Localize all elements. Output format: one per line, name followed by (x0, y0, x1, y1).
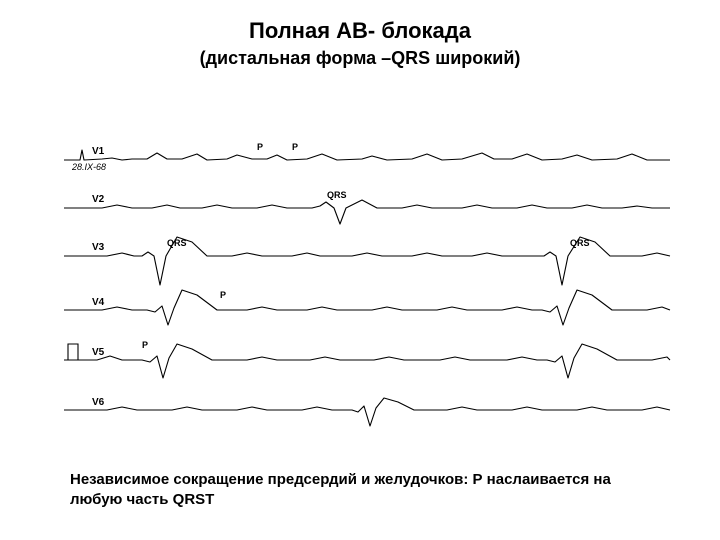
title-block: Полная АВ- блокада (дистальная форма –QR… (0, 18, 720, 69)
annotation-0: Р (257, 142, 263, 152)
calibration-pulse (68, 344, 78, 360)
caption-text: Независимое сокращение предсердий и желу… (70, 470, 650, 509)
annotation-2: QRS (327, 190, 347, 200)
annotation-4: QRS (570, 238, 590, 248)
slide-title: Полная АВ- блокада (0, 18, 720, 44)
ecg-trace-v5 (64, 344, 670, 378)
ecg-svg: V1 V2 V3 V4 V5 V6 Р Р QRS QRS QRS Р Р 28.IX-68 (62, 130, 672, 450)
ecg-trace-v1 (64, 150, 670, 160)
lead-label-v3: V3 (92, 242, 105, 253)
slide: Полная АВ- блокада (дистальная форма –QR… (0, 0, 720, 540)
date-mark: 28.IX-68 (71, 162, 106, 172)
lead-label-v2: V2 (92, 194, 105, 205)
ecg-figure: V1 V2 V3 V4 V5 V6 Р Р QRS QRS QRS Р Р 28.IX-68 (62, 130, 672, 450)
annotation-3: QRS (167, 238, 187, 248)
lead-label-v6: V6 (92, 397, 105, 408)
lead-label-v4: V4 (92, 297, 105, 308)
ecg-trace-v6 (64, 398, 670, 426)
lead-label-v5: V5 (92, 347, 105, 358)
ecg-trace-v2 (64, 200, 670, 224)
annotation-5: Р (220, 290, 226, 300)
ecg-trace-v4 (64, 290, 670, 325)
slide-subtitle: (дистальная форма –QRS широкий) (0, 48, 720, 69)
lead-label-v1: V1 (92, 146, 105, 157)
annotation-1: Р (292, 142, 298, 152)
annotation-6: Р (142, 340, 148, 350)
